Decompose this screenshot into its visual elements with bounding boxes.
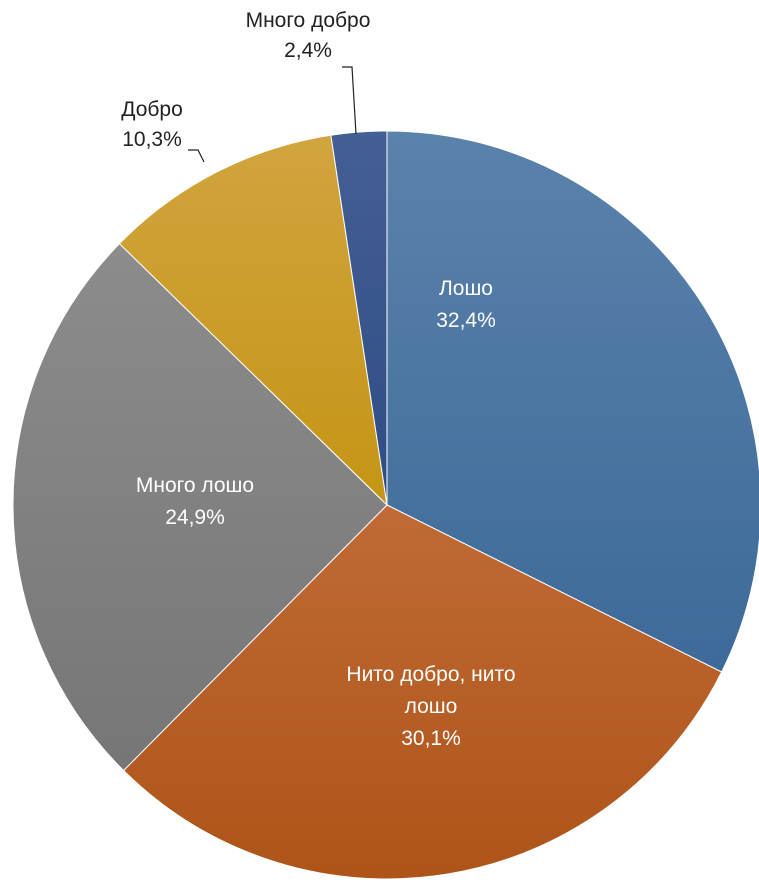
slice-category-label: Много лошо: [136, 474, 254, 497]
pie-slice-нито-добро-нито-лошо: [122, 504, 723, 880]
pie-slice-много-лошо: [12, 242, 388, 772]
pie-slice-лошо: [386, 130, 759, 673]
leader-line-много-добро: [342, 66, 357, 135]
slice-category-label: лошо: [405, 695, 458, 718]
slice-label-нито-добро-нито-лошо: Нито добро, нито лошо 30,1%: [346, 663, 515, 750]
slice-label-добро: Добро 10,3%: [121, 98, 183, 151]
slice-value-label: 10,3%: [122, 128, 182, 151]
slice-label-лошо: Лошо 32,4%: [436, 277, 496, 332]
slice-value-label: 32,4%: [436, 309, 496, 332]
pie-labels: Лошо 32,4% Нито добро, нито лошо 30,1% Много …: [121, 9, 515, 750]
slice-label-много-лошо: Много лошо 24,9%: [136, 474, 254, 529]
slice-value-label: 2,4%: [284, 39, 332, 62]
leader-line-добро: [188, 149, 205, 163]
slice-category-label: Много добро: [246, 9, 371, 32]
slice-value-label: 30,1%: [401, 727, 461, 750]
slice-category-label: Лошо: [439, 277, 493, 300]
slice-category-label: Добро: [121, 98, 183, 121]
pie-slices: [12, 130, 759, 880]
slice-value-label: 24,9%: [165, 506, 225, 529]
pie-slice-много-добро: [330, 130, 388, 506]
pie-slice-добро: [118, 134, 388, 507]
slice-category-label: Нито добро, нито: [346, 663, 515, 686]
slice-label-много-добро: Много добро 2,4%: [246, 9, 371, 62]
